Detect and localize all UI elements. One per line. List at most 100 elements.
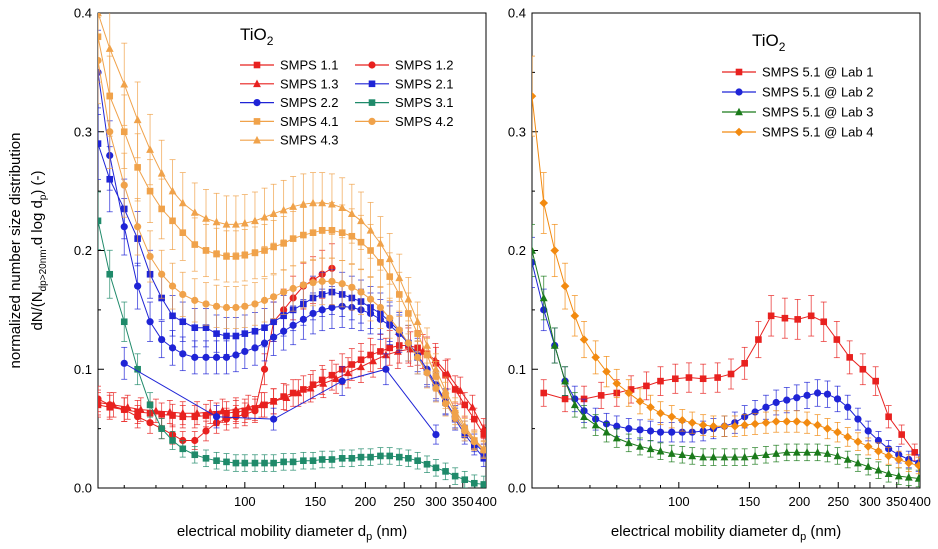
data-point (386, 452, 394, 460)
data-point (169, 312, 176, 320)
data-point (792, 448, 801, 456)
plot-area (98, 13, 486, 488)
data-point (202, 214, 210, 222)
data-point (212, 217, 221, 226)
data-point (560, 281, 570, 291)
data-point (709, 452, 718, 461)
data-point (98, 33, 102, 41)
data-point (179, 445, 187, 453)
data-point (451, 386, 459, 393)
data-point (863, 442, 873, 451)
y-tick-label: 0.3 (508, 124, 526, 139)
data-point (656, 428, 665, 436)
data-point (309, 309, 317, 318)
series-smps-5-1-lab-1 (540, 295, 919, 462)
data-point (251, 249, 259, 257)
data-point (413, 317, 422, 326)
data-point (202, 353, 210, 361)
data-point (318, 198, 327, 207)
x-tick-label: 300 (425, 494, 447, 509)
legend-label: SMPS 2.1 (395, 76, 454, 91)
data-point (300, 231, 307, 239)
data-point (755, 336, 762, 343)
data-point (232, 253, 240, 260)
data-point (782, 417, 792, 426)
data-point (404, 339, 412, 347)
data-point (646, 427, 655, 435)
x-tick-label: 300 (859, 494, 881, 509)
data-point (480, 481, 486, 488)
data-point (750, 419, 760, 429)
legend-marker (253, 61, 261, 69)
data-point (377, 348, 384, 355)
data-point (561, 395, 569, 403)
data-point (282, 393, 291, 402)
data-point (813, 420, 822, 430)
data-point (793, 394, 801, 402)
x-tick-label: 200 (355, 494, 377, 509)
data-point (134, 282, 142, 290)
legend-item: SMPS 4.2 (355, 114, 454, 129)
data-point (894, 471, 903, 480)
data-point (257, 400, 266, 409)
data-point (260, 365, 269, 373)
legend-label: SMPS 1.2 (395, 58, 454, 73)
data-point (241, 330, 249, 337)
data-point (699, 375, 707, 383)
data-point (158, 335, 166, 344)
data-point (460, 421, 469, 430)
data-point (767, 312, 775, 320)
data-point (270, 459, 277, 467)
data-point (251, 459, 259, 467)
legend-item: SMPS 5.1 @ Lab 4 (722, 125, 873, 140)
legend-item: SMPS 1.3 (240, 76, 339, 91)
data-point (165, 407, 174, 416)
legend-marker (253, 99, 261, 107)
data-point (367, 351, 374, 359)
data-point (212, 413, 221, 421)
x-tick-label: 100 (234, 494, 256, 509)
data-point (241, 410, 249, 418)
data-point (597, 392, 605, 399)
data-point (451, 405, 460, 413)
data-point (624, 388, 634, 398)
data-point (843, 455, 852, 463)
x-axis-title: electrical mobility diameter dp (nm) (177, 523, 407, 543)
data-point (318, 306, 326, 314)
data-point (241, 459, 249, 467)
data-point (218, 406, 227, 415)
data-point (714, 374, 721, 381)
data-point (443, 369, 452, 378)
series-smps-5-1-lab-4 (532, 55, 920, 475)
data-point (202, 324, 210, 331)
panel-title: TiO2 (240, 25, 274, 48)
data-point (280, 327, 288, 335)
data-point (106, 128, 114, 136)
data-point (854, 415, 862, 423)
data-point (550, 341, 559, 349)
legend-item: SMPS 5.1 @ Lab 1 (722, 65, 873, 80)
data-point (872, 377, 879, 385)
data-point (289, 235, 297, 242)
data-point (109, 400, 118, 409)
legend-marker (735, 88, 743, 96)
data-point (762, 403, 770, 411)
data-point (550, 246, 560, 255)
data-point (783, 396, 791, 404)
legend-label: SMPS 4.3 (280, 133, 339, 148)
data-point (874, 436, 883, 445)
chart-panel-1: 100 150 200 250 300 350 400 0.0 0.1 0.2 0.3 0.4 elec… (7, 6, 497, 544)
data-point (344, 368, 352, 377)
data-point (260, 339, 269, 347)
data-point (146, 252, 154, 261)
series-smps-3-1 (98, 191, 486, 488)
data-point (223, 253, 230, 260)
data-point (740, 420, 749, 430)
legend-label: SMPS 1.3 (280, 76, 339, 91)
panel-title: TiO2 (752, 31, 786, 54)
data-point (794, 316, 801, 323)
data-point (656, 408, 665, 418)
data-point (432, 364, 440, 373)
series-smps-1-3 (98, 331, 486, 440)
data-point (222, 220, 231, 228)
